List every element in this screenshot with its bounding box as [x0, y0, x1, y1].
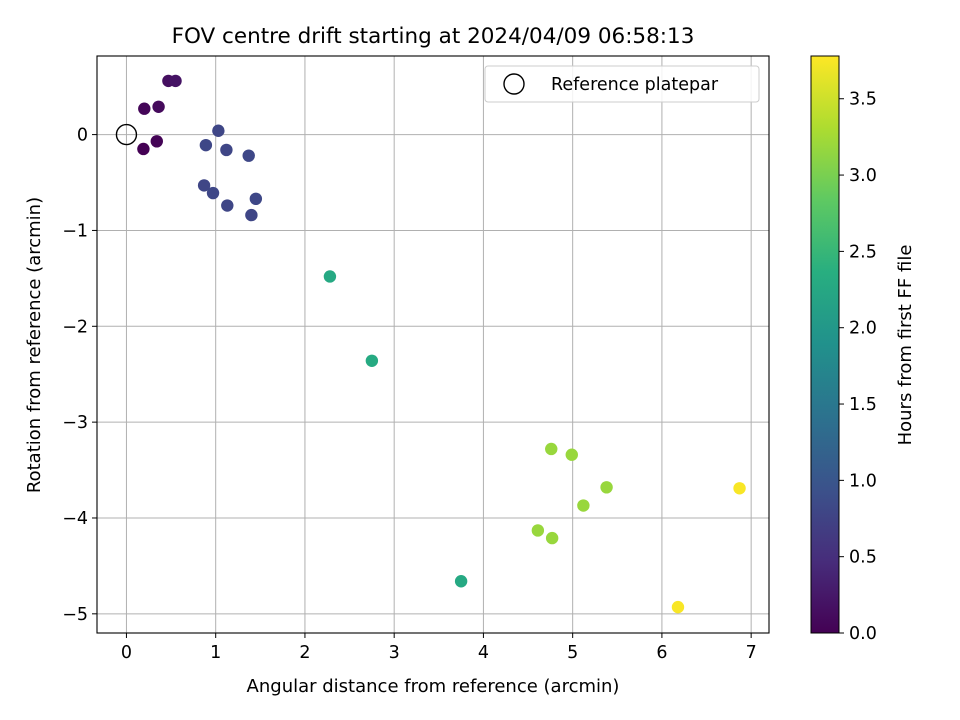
legend-reference-marker-icon — [503, 73, 525, 95]
colorbar-tick-label: 3.5 — [849, 90, 877, 110]
y-tick-label: −5 — [62, 605, 88, 625]
y-axis-label: Rotation from reference (arcmin) — [24, 197, 45, 493]
data-point — [199, 138, 213, 152]
data-point — [577, 499, 590, 512]
grid-lines — [97, 56, 769, 633]
legend: Reference platepar — [484, 65, 760, 103]
colorbar-tick-label: 0.0 — [849, 624, 877, 644]
data-point — [221, 199, 234, 212]
data-point — [545, 531, 559, 545]
data-point — [600, 481, 613, 494]
y-axis-ticks: 0 −1 −2 −3 −4 −5 — [62, 126, 97, 625]
data-point — [733, 482, 746, 495]
x-tick-label: 2 — [299, 643, 310, 663]
colorbar-ticks: 0.0 0.5 1.0 1.5 2.0 2.5 3.0 3.5 — [839, 90, 877, 644]
x-axis-label: Angular distance from reference (arcmin) — [247, 676, 620, 697]
x-tick-label: 4 — [478, 643, 489, 663]
data-point — [152, 100, 165, 113]
colorbar-tick-label: 1.5 — [849, 395, 877, 415]
x-tick-label: 3 — [389, 643, 400, 663]
data-point — [220, 143, 233, 157]
data-points — [137, 74, 746, 614]
data-point — [323, 270, 337, 283]
data-point — [249, 192, 263, 206]
data-point — [169, 74, 182, 88]
x-tick-label: 5 — [567, 643, 578, 663]
reference-point — [115, 123, 138, 146]
chart-title: FOV centre drift starting at 2024/04/09 … — [172, 24, 695, 49]
y-tick-label: −2 — [62, 317, 88, 337]
data-point — [150, 135, 163, 148]
data-point — [197, 179, 211, 192]
plot-frame — [96, 55, 770, 634]
data-point — [565, 448, 578, 461]
colorbar-tick-label: 2.5 — [849, 242, 877, 262]
x-axis-ticks: 0 1 2 3 4 5 6 7 — [121, 633, 757, 663]
data-point — [206, 186, 220, 200]
colorbar-tick-label: 0.5 — [849, 548, 877, 568]
x-tick-label: 1 — [210, 643, 221, 663]
data-point — [212, 124, 225, 137]
data-point — [545, 442, 558, 456]
data-point — [138, 102, 151, 115]
colorbar-label: Hours from first FF file — [895, 245, 916, 446]
reference-marker — [115, 123, 138, 146]
colorbar-tick-label: 1.0 — [849, 471, 877, 491]
data-point — [365, 354, 379, 367]
data-point — [137, 142, 150, 156]
data-point — [242, 149, 255, 162]
colorbar-tick-label: 2.0 — [849, 319, 877, 339]
legend-label: Reference platepar — [551, 75, 719, 95]
data-point — [671, 600, 685, 614]
y-tick-label: 0 — [77, 126, 88, 146]
data-point — [245, 208, 258, 222]
colorbar — [810, 55, 840, 634]
x-tick-label: 7 — [746, 643, 757, 663]
data-point — [454, 575, 468, 588]
x-tick-label: 0 — [121, 643, 132, 663]
x-tick-label: 6 — [656, 643, 667, 663]
y-tick-label: −1 — [62, 221, 88, 241]
legend-box — [484, 65, 760, 103]
y-tick-label: −3 — [62, 413, 88, 433]
data-point — [531, 524, 545, 537]
colorbar-tick-label: 3.0 — [849, 166, 877, 186]
y-tick-label: −4 — [62, 509, 88, 529]
